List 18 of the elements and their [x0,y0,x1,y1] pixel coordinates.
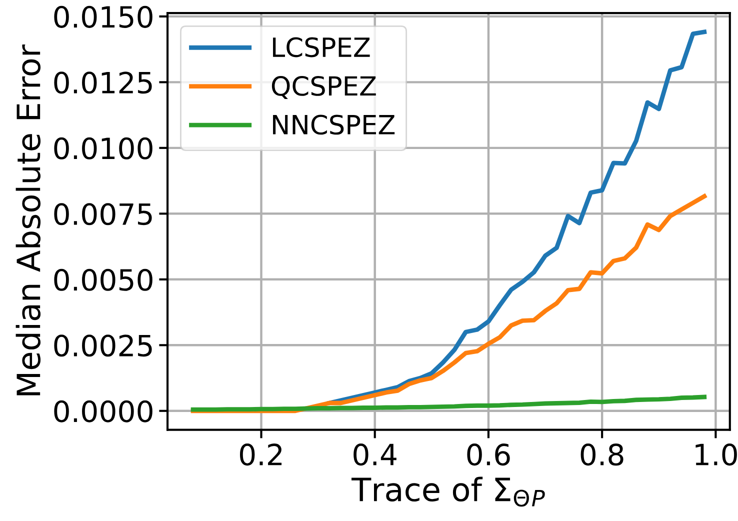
x-tick-label: 1.0 [696,444,737,466]
y-tick-label: 0.0000 [54,400,152,422]
y-tick-label: 0.0125 [54,72,152,94]
y-tick-label: 0.0025 [54,334,152,357]
y-tick-label: 0.0075 [54,203,152,226]
y-tick-label: 0.0150 [54,6,152,28]
y-tick-label: 0.0100 [54,137,152,160]
legend-label: LCSPEZ [273,37,370,58]
x-tick-label: 0.8 [580,444,624,466]
legend-label: QCSPEZ [272,76,376,99]
y-axis-title: Median Absolute Error [16,44,41,396]
x-tick-label: 0.2 [240,444,282,466]
legend-label: NNCSPEZ [273,114,395,135]
x-tick-label: 0.6 [467,444,510,466]
x-tick-label: 0.4 [354,444,396,466]
y-tick-label: 0.0050 [54,268,152,291]
x-axis-title: Trace of Σ$_{ΘP}$ [352,476,545,507]
line-series [190,394,707,412]
